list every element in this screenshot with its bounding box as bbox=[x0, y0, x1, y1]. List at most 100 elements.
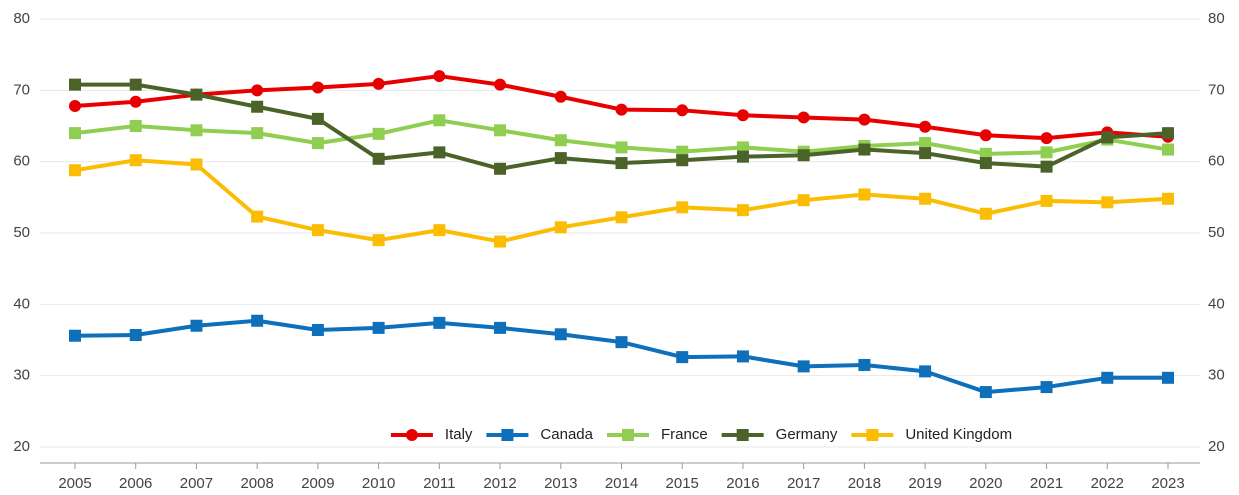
y-tick-label: 80 bbox=[13, 10, 30, 27]
data-point bbox=[676, 201, 689, 214]
data-point bbox=[858, 358, 871, 371]
x-tick-label: 2010 bbox=[362, 475, 395, 492]
data-point bbox=[311, 324, 324, 337]
data-point bbox=[615, 211, 628, 224]
series-line bbox=[74, 318, 1168, 395]
data-point bbox=[736, 350, 749, 363]
data-point bbox=[858, 113, 871, 126]
x-tick-label: 2017 bbox=[787, 475, 820, 492]
data-point bbox=[797, 194, 810, 207]
data-point bbox=[858, 188, 871, 201]
data-point bbox=[919, 192, 932, 205]
x-tick-label: 2019 bbox=[908, 475, 941, 492]
data-point bbox=[736, 204, 749, 217]
data-point bbox=[1162, 127, 1174, 140]
data-point bbox=[372, 321, 385, 334]
x-tick-label: 2005 bbox=[58, 475, 91, 492]
data-point bbox=[311, 81, 324, 94]
legend-marker bbox=[405, 429, 418, 441]
data-point bbox=[1162, 192, 1174, 205]
legend-marker bbox=[736, 429, 749, 441]
legend-label: United Kingdom bbox=[905, 426, 1012, 443]
data-point bbox=[736, 150, 749, 163]
data-point bbox=[797, 149, 810, 162]
data-point bbox=[1101, 131, 1114, 144]
data-point bbox=[736, 141, 749, 154]
legend-marker bbox=[501, 429, 514, 441]
x-tick-label: 2018 bbox=[848, 475, 881, 492]
legend-item: United Kingdom bbox=[851, 426, 1012, 443]
data-point bbox=[919, 120, 932, 133]
data-point bbox=[676, 104, 689, 117]
legend-item: France bbox=[606, 426, 708, 443]
data-point bbox=[69, 100, 81, 113]
data-point bbox=[190, 88, 203, 101]
legend-marker bbox=[866, 429, 879, 441]
x-tick-label: 2021 bbox=[1030, 475, 1063, 492]
data-point bbox=[554, 221, 567, 234]
data-point bbox=[1162, 371, 1174, 384]
data-point bbox=[251, 84, 264, 97]
data-point bbox=[1040, 160, 1053, 173]
x-tick-label: 2013 bbox=[544, 475, 577, 492]
x-tick-label: 2022 bbox=[1091, 475, 1124, 492]
data-point bbox=[251, 210, 264, 223]
data-point bbox=[494, 235, 507, 248]
legend-item: Canada bbox=[486, 426, 594, 443]
data-point bbox=[979, 386, 992, 399]
series bbox=[69, 154, 1174, 248]
legend-label: France bbox=[661, 426, 708, 443]
data-point bbox=[372, 234, 385, 247]
y-tick-label: 60 bbox=[13, 153, 30, 170]
x-tick-label: 2008 bbox=[240, 475, 273, 492]
data-point bbox=[433, 70, 446, 83]
x-tick-label: 2009 bbox=[301, 475, 334, 492]
y-tick-label: 50 bbox=[13, 224, 30, 241]
data-point bbox=[129, 120, 142, 132]
data-point bbox=[494, 78, 507, 91]
series bbox=[69, 70, 1174, 145]
y2-tick-label: 80 bbox=[1208, 10, 1225, 27]
legend-label: Italy bbox=[445, 426, 473, 443]
data-point bbox=[1162, 143, 1174, 156]
data-point bbox=[494, 162, 507, 175]
y2-tick-label: 60 bbox=[1208, 153, 1225, 170]
y-tick-label: 20 bbox=[13, 438, 30, 455]
x-tick-label: 2023 bbox=[1151, 475, 1184, 492]
x-tick-label: 2006 bbox=[119, 475, 152, 492]
data-point bbox=[554, 152, 567, 165]
data-point bbox=[676, 351, 689, 364]
data-point bbox=[190, 158, 203, 171]
data-point bbox=[190, 319, 203, 332]
data-point bbox=[1040, 132, 1053, 145]
data-point bbox=[615, 141, 628, 154]
data-point bbox=[554, 328, 567, 341]
series bbox=[69, 314, 1174, 399]
data-point bbox=[736, 109, 749, 122]
y2-tick-label: 20 bbox=[1208, 438, 1225, 455]
x-tick-label: 2016 bbox=[726, 475, 759, 492]
data-point bbox=[251, 314, 264, 327]
y2-tick-label: 70 bbox=[1208, 81, 1225, 98]
data-point bbox=[676, 154, 689, 167]
data-point bbox=[433, 316, 446, 329]
data-point bbox=[251, 127, 264, 140]
y-tick-label: 40 bbox=[13, 295, 30, 312]
data-point bbox=[554, 134, 567, 147]
data-point bbox=[69, 127, 81, 140]
x-tick-label: 2014 bbox=[605, 475, 638, 492]
data-point bbox=[433, 114, 446, 127]
data-point bbox=[311, 224, 324, 237]
data-point bbox=[129, 95, 142, 108]
y-tick-label: 30 bbox=[13, 367, 30, 384]
data-point bbox=[372, 77, 385, 90]
data-point bbox=[69, 78, 81, 91]
data-point bbox=[372, 127, 385, 140]
series-line bbox=[74, 158, 1169, 244]
data-point bbox=[615, 103, 628, 116]
series bbox=[69, 78, 1174, 175]
x-tick-label: 2012 bbox=[483, 475, 516, 492]
data-point bbox=[858, 143, 871, 156]
data-point bbox=[69, 329, 81, 342]
